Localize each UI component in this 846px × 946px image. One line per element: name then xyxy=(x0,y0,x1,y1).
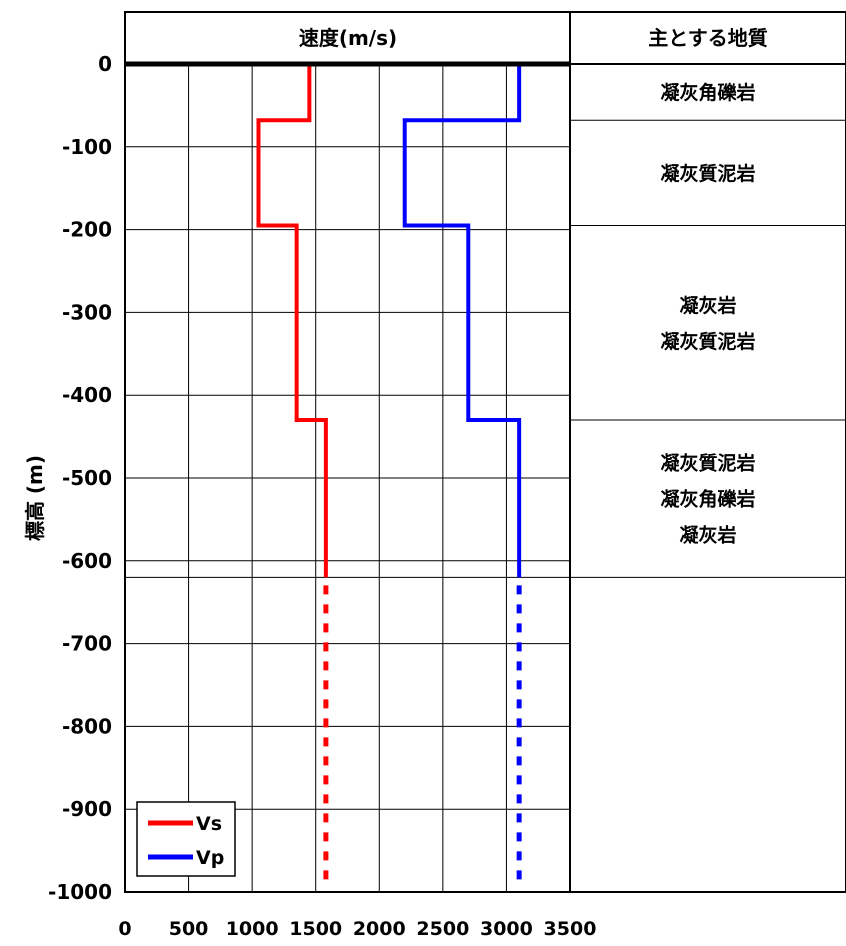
legend: Vs Vp xyxy=(136,801,236,877)
geology-layer-text: 凝灰角礫岩 xyxy=(660,81,755,104)
geology-layer-text: 凝灰質泥岩 xyxy=(660,162,755,185)
chart-title: 速度(m/s) xyxy=(299,26,397,50)
y-tick-label: -300 xyxy=(62,300,112,324)
y-tick-label: -900 xyxy=(62,797,112,821)
geology-layer-text: 凝灰質泥岩 xyxy=(660,452,755,475)
x-tick-label: 500 xyxy=(169,918,209,940)
y-tick-label: -400 xyxy=(62,383,112,407)
y-tick-label: -200 xyxy=(62,218,112,242)
x-tick-label: 1500 xyxy=(289,918,342,940)
x-tick-label: 0 xyxy=(118,918,131,940)
x-tick-label: 1000 xyxy=(226,918,279,940)
legend-box xyxy=(136,801,236,877)
geology-layer-text: 凝灰岩 xyxy=(679,294,736,317)
geology-layer-text: 凝灰岩 xyxy=(679,524,736,547)
x-tick-label: 3000 xyxy=(480,918,533,940)
y-axis-label: 標高 (m) xyxy=(23,455,47,541)
x-tick-label: 2500 xyxy=(416,918,469,940)
series-line-vp xyxy=(402,64,522,578)
y-tick-label: -600 xyxy=(62,549,112,573)
series-group xyxy=(256,64,522,888)
x-tick-label: 3500 xyxy=(544,918,597,940)
y-tick-label: -100 xyxy=(62,135,112,159)
grid xyxy=(125,64,570,892)
legend-label-vs: Vs xyxy=(196,813,222,835)
y-tick-label: -800 xyxy=(62,714,112,738)
y-tick-label: 0 xyxy=(98,52,112,76)
y-tick-labels: 0 -100 -200 -300 -400 -500 -600 -700 -800 -900 -10… xyxy=(48,52,112,904)
y-tick-label: -500 xyxy=(62,466,112,490)
chart-frame xyxy=(124,11,846,893)
x-tick-label: 2000 xyxy=(353,918,406,940)
geology-header: 主とする地質 xyxy=(648,26,767,50)
series-line-vs xyxy=(256,64,328,578)
y-tick-label: -1000 xyxy=(48,880,112,904)
geology-layer-text: 凝灰質泥岩 xyxy=(660,330,755,353)
x-tick-labels: 0 500 1000 1500 2000 2500 3000 3500 xyxy=(118,918,596,940)
geology-layer-text: 凝灰角礫岩 xyxy=(660,488,755,511)
legend-label-vp: Vp xyxy=(196,847,224,869)
y-tick-label: -700 xyxy=(62,632,112,656)
